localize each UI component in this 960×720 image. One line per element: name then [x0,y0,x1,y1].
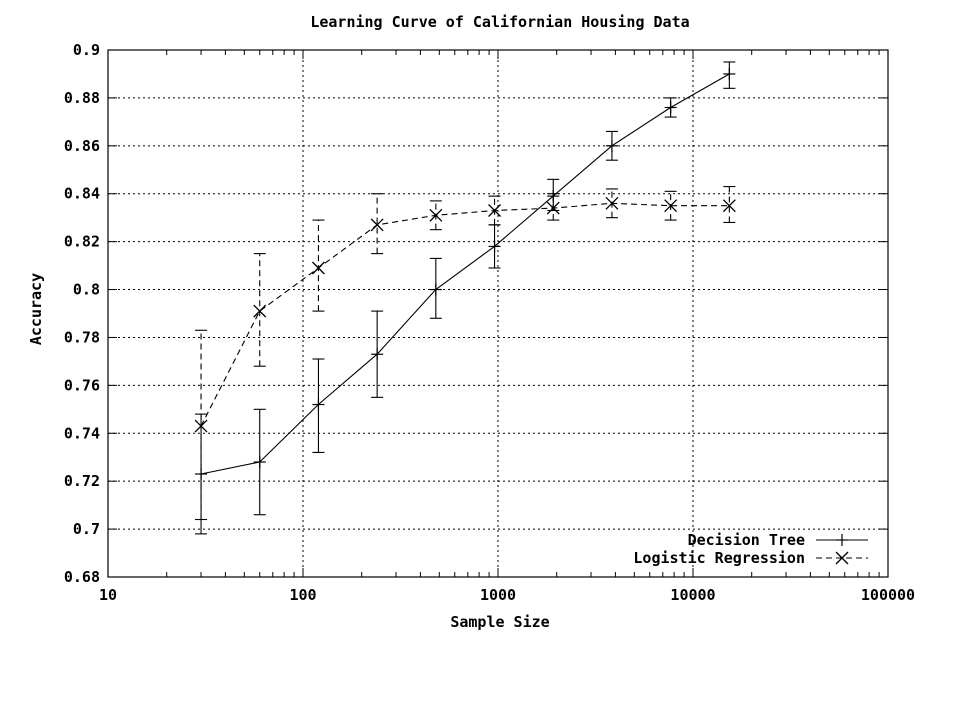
marker-stroke [605,196,619,210]
plot-frame [107,49,889,578]
y-tick-label: 0.88 [64,89,100,107]
data-point [488,240,501,253]
marker-stroke [429,208,443,222]
y-tick-label: 0.9 [73,41,100,59]
x-axis-label: Sample Size [450,613,549,631]
data-point [311,261,325,275]
y-tick-label: 0.8 [73,281,100,299]
data-point [371,348,384,361]
y-tick-label: 0.72 [64,472,100,490]
y-tick-label: 0.78 [64,328,100,346]
y-tick-label: 0.7 [73,520,100,538]
error-bar [547,193,560,221]
y-tick-label: 0.74 [64,424,100,442]
y-axis-ticks: 0.68 0.7 0.72 0.74 0.76 0.78 0.8 0.82 0.84 0.86 0.… [64,41,888,586]
error-bar [723,185,736,224]
data-point [546,201,560,215]
error-bar [195,329,208,521]
legend-label: Logistic Regression [633,549,805,567]
chart-title: Learning Curve of Californian Housing Da… [310,13,689,31]
data-point [429,208,443,222]
series-logistic-regression [194,185,736,521]
grid-lines [108,50,888,577]
series-line [200,73,730,475]
error-bar [371,193,384,255]
legend-marker [835,551,849,565]
data-point [722,199,736,213]
legend-item: Logistic Regression [633,549,868,567]
legend-item: Decision Tree [688,531,868,549]
x-tick-label: 10000 [670,586,715,604]
y-tick-label: 0.86 [64,137,100,155]
marker-stroke [546,201,560,215]
x-tick-label: 100000 [861,586,915,604]
marker-stroke [664,199,678,213]
data-point [488,204,502,217]
series-decision-tree [195,61,736,535]
y-tick-label: 0.76 [64,376,100,394]
x-tick-label: 10 [99,586,117,604]
data-point [253,304,267,318]
y-tick-label: 0.82 [64,233,100,251]
series-layer [194,61,736,535]
marker-stroke [722,199,736,213]
error-bar [312,219,325,312]
x-tick-label: 1000 [480,586,516,604]
marker-stroke [311,261,325,275]
data-point [429,283,442,296]
data-point [605,196,619,210]
y-tick-label: 0.68 [64,568,100,586]
y-tick-label: 0.84 [64,185,100,203]
marker-stroke [194,419,208,433]
data-point [253,456,266,469]
data-point [312,398,325,411]
y-axis-label: Accuracy [27,273,45,345]
data-point [664,101,677,114]
plot-border [107,49,889,578]
marker-stroke [253,304,267,318]
x-tick-label: 100 [289,586,316,604]
legend-marker [836,534,848,546]
series-line [200,202,730,427]
data-point [664,199,678,213]
data-point [723,67,736,80]
marker-stroke [488,204,502,217]
data-point [370,218,384,232]
data-point [605,139,618,152]
marker-stroke [835,551,849,565]
data-point [194,419,208,433]
error-bar [253,253,266,367]
legend-label: Decision Tree [688,531,805,549]
marker-stroke [370,218,384,232]
x-axis-ticks: 10 100 1000 10000 100000 [99,50,915,604]
